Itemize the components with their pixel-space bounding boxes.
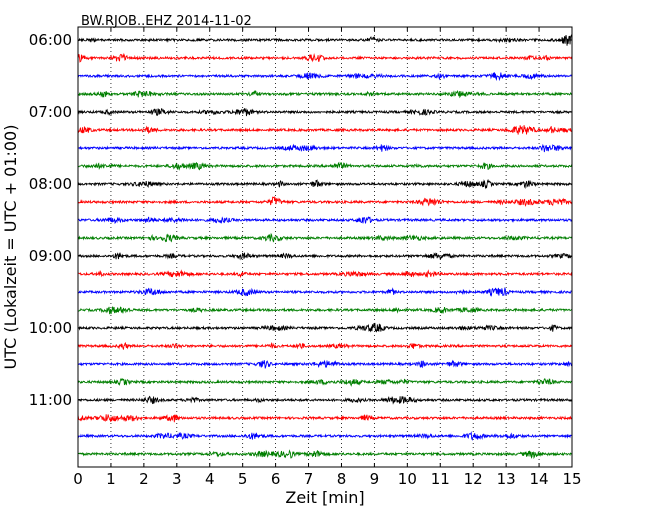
trace-0645 [77,89,573,99]
trace-1030 [77,359,573,369]
trace-1015 [77,341,573,350]
y-tick-label: 11:00 [29,391,72,409]
trace-0630 [77,72,573,82]
trace-1000 [77,322,573,333]
trace-0930 [77,287,573,297]
trace-0830 [77,216,573,225]
x-tick-label: 6 [271,470,281,488]
y-axis-label: UTC (Lokalzeit = UTC + 01:00) [1,125,20,370]
trace-0900 [77,252,573,261]
x-tick-label: 13 [497,470,516,488]
trace-0600 [77,33,573,46]
tick-labels: 0 1 2 3 4 5 6 7 8 9 10 11 12 13 14 1506:0007:0008:0009:… [29,31,582,488]
chart-title: BW.RJOB..EHZ 2014-11-02 [81,14,252,29]
x-tick-label: 3 [172,470,182,488]
trace-0700 [77,108,573,117]
x-tick-label: 9 [370,470,380,488]
x-tick-label: 7 [304,470,314,488]
x-tick-label: 14 [530,470,549,488]
grid-lines [110,27,540,467]
x-axis-label: Zeit [min] [285,488,364,507]
trace-0615 [77,52,573,63]
trace-1145 [77,449,573,460]
y-tick-label: 07:00 [29,103,72,121]
x-tick-label: 12 [464,470,483,488]
plot-frame [77,26,573,468]
x-tick-label: 5 [238,470,248,488]
x-tick-label: 1 [106,470,116,488]
trace-1100 [77,395,573,405]
trace-0715 [77,125,573,135]
x-tick-label: 0 [73,470,83,488]
x-tick-label: 11 [431,470,450,488]
axis-ticks [77,27,573,467]
trace-0945 [77,306,573,315]
seismic-traces [77,33,573,460]
trace-1045 [77,377,573,387]
trace-0815 [77,195,573,207]
y-tick-label: 10:00 [29,319,72,337]
y-tick-label: 09:00 [29,247,72,265]
x-tick-label: 4 [205,470,215,488]
trace-0800 [77,178,573,190]
trace-0745 [77,161,573,171]
trace-1115 [77,414,573,423]
trace-0845 [77,232,573,243]
x-tick-label: 10 [398,470,417,488]
trace-0730 [77,143,573,153]
x-tick-label: 15 [562,470,581,488]
trace-0915 [77,269,573,279]
y-tick-label: 06:00 [29,31,72,49]
x-tick-label: 8 [337,470,347,488]
y-tick-label: 08:00 [29,175,72,193]
trace-1130 [77,431,573,441]
x-tick-label: 2 [139,470,149,488]
